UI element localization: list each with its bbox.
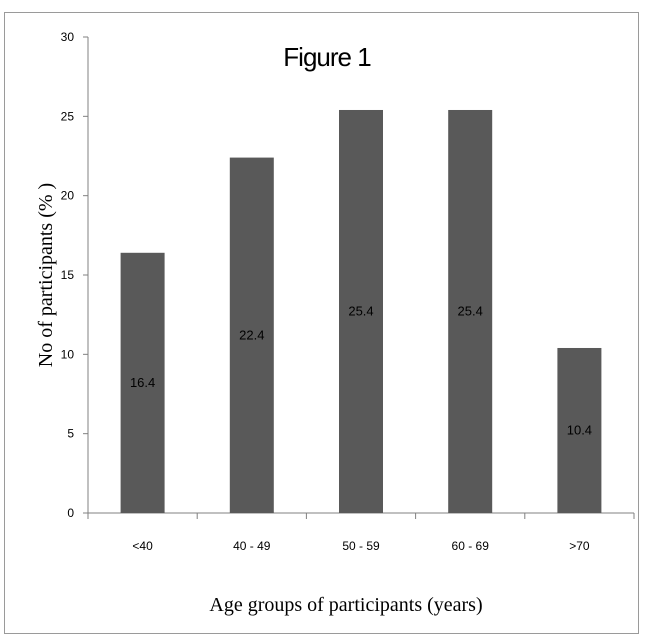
data-label: 25.4 xyxy=(458,303,483,318)
data-label: 22.4 xyxy=(239,327,264,342)
data-label: 25.4 xyxy=(348,303,373,318)
chart-title: Figure 1 xyxy=(283,42,371,72)
y-tick-label: 25 xyxy=(61,109,75,123)
x-tick-label: 40 - 49 xyxy=(233,539,271,553)
x-tick-label: 60 - 69 xyxy=(452,539,490,553)
chart-frame xyxy=(4,12,639,634)
y-tick-label: 15 xyxy=(61,268,75,282)
bar xyxy=(229,157,274,513)
bar xyxy=(339,109,383,513)
y-tick-label: 0 xyxy=(67,506,74,520)
bar xyxy=(120,252,165,513)
x-tick-label: >70 xyxy=(569,539,590,553)
bar xyxy=(448,109,493,513)
y-tick-label: 20 xyxy=(61,189,75,203)
y-tick-label: 5 xyxy=(67,427,74,441)
x-tick-label: 50 - 59 xyxy=(342,539,380,553)
data-label: 10.4 xyxy=(567,422,592,437)
y-axis-title: No of participants (% ) xyxy=(35,183,57,367)
x-axis-title: Age groups of participants (years) xyxy=(209,594,482,616)
x-tick-label: <40 xyxy=(132,539,153,553)
y-tick-label: 30 xyxy=(61,30,75,44)
plot-area: 0 5 10 15 20 25 30 16.4 <40 22.4 40 - 49 25.4 50 - 5… xyxy=(61,30,635,553)
bar xyxy=(557,347,602,513)
data-label: 16.4 xyxy=(130,375,155,390)
y-tick-label: 10 xyxy=(61,347,75,361)
